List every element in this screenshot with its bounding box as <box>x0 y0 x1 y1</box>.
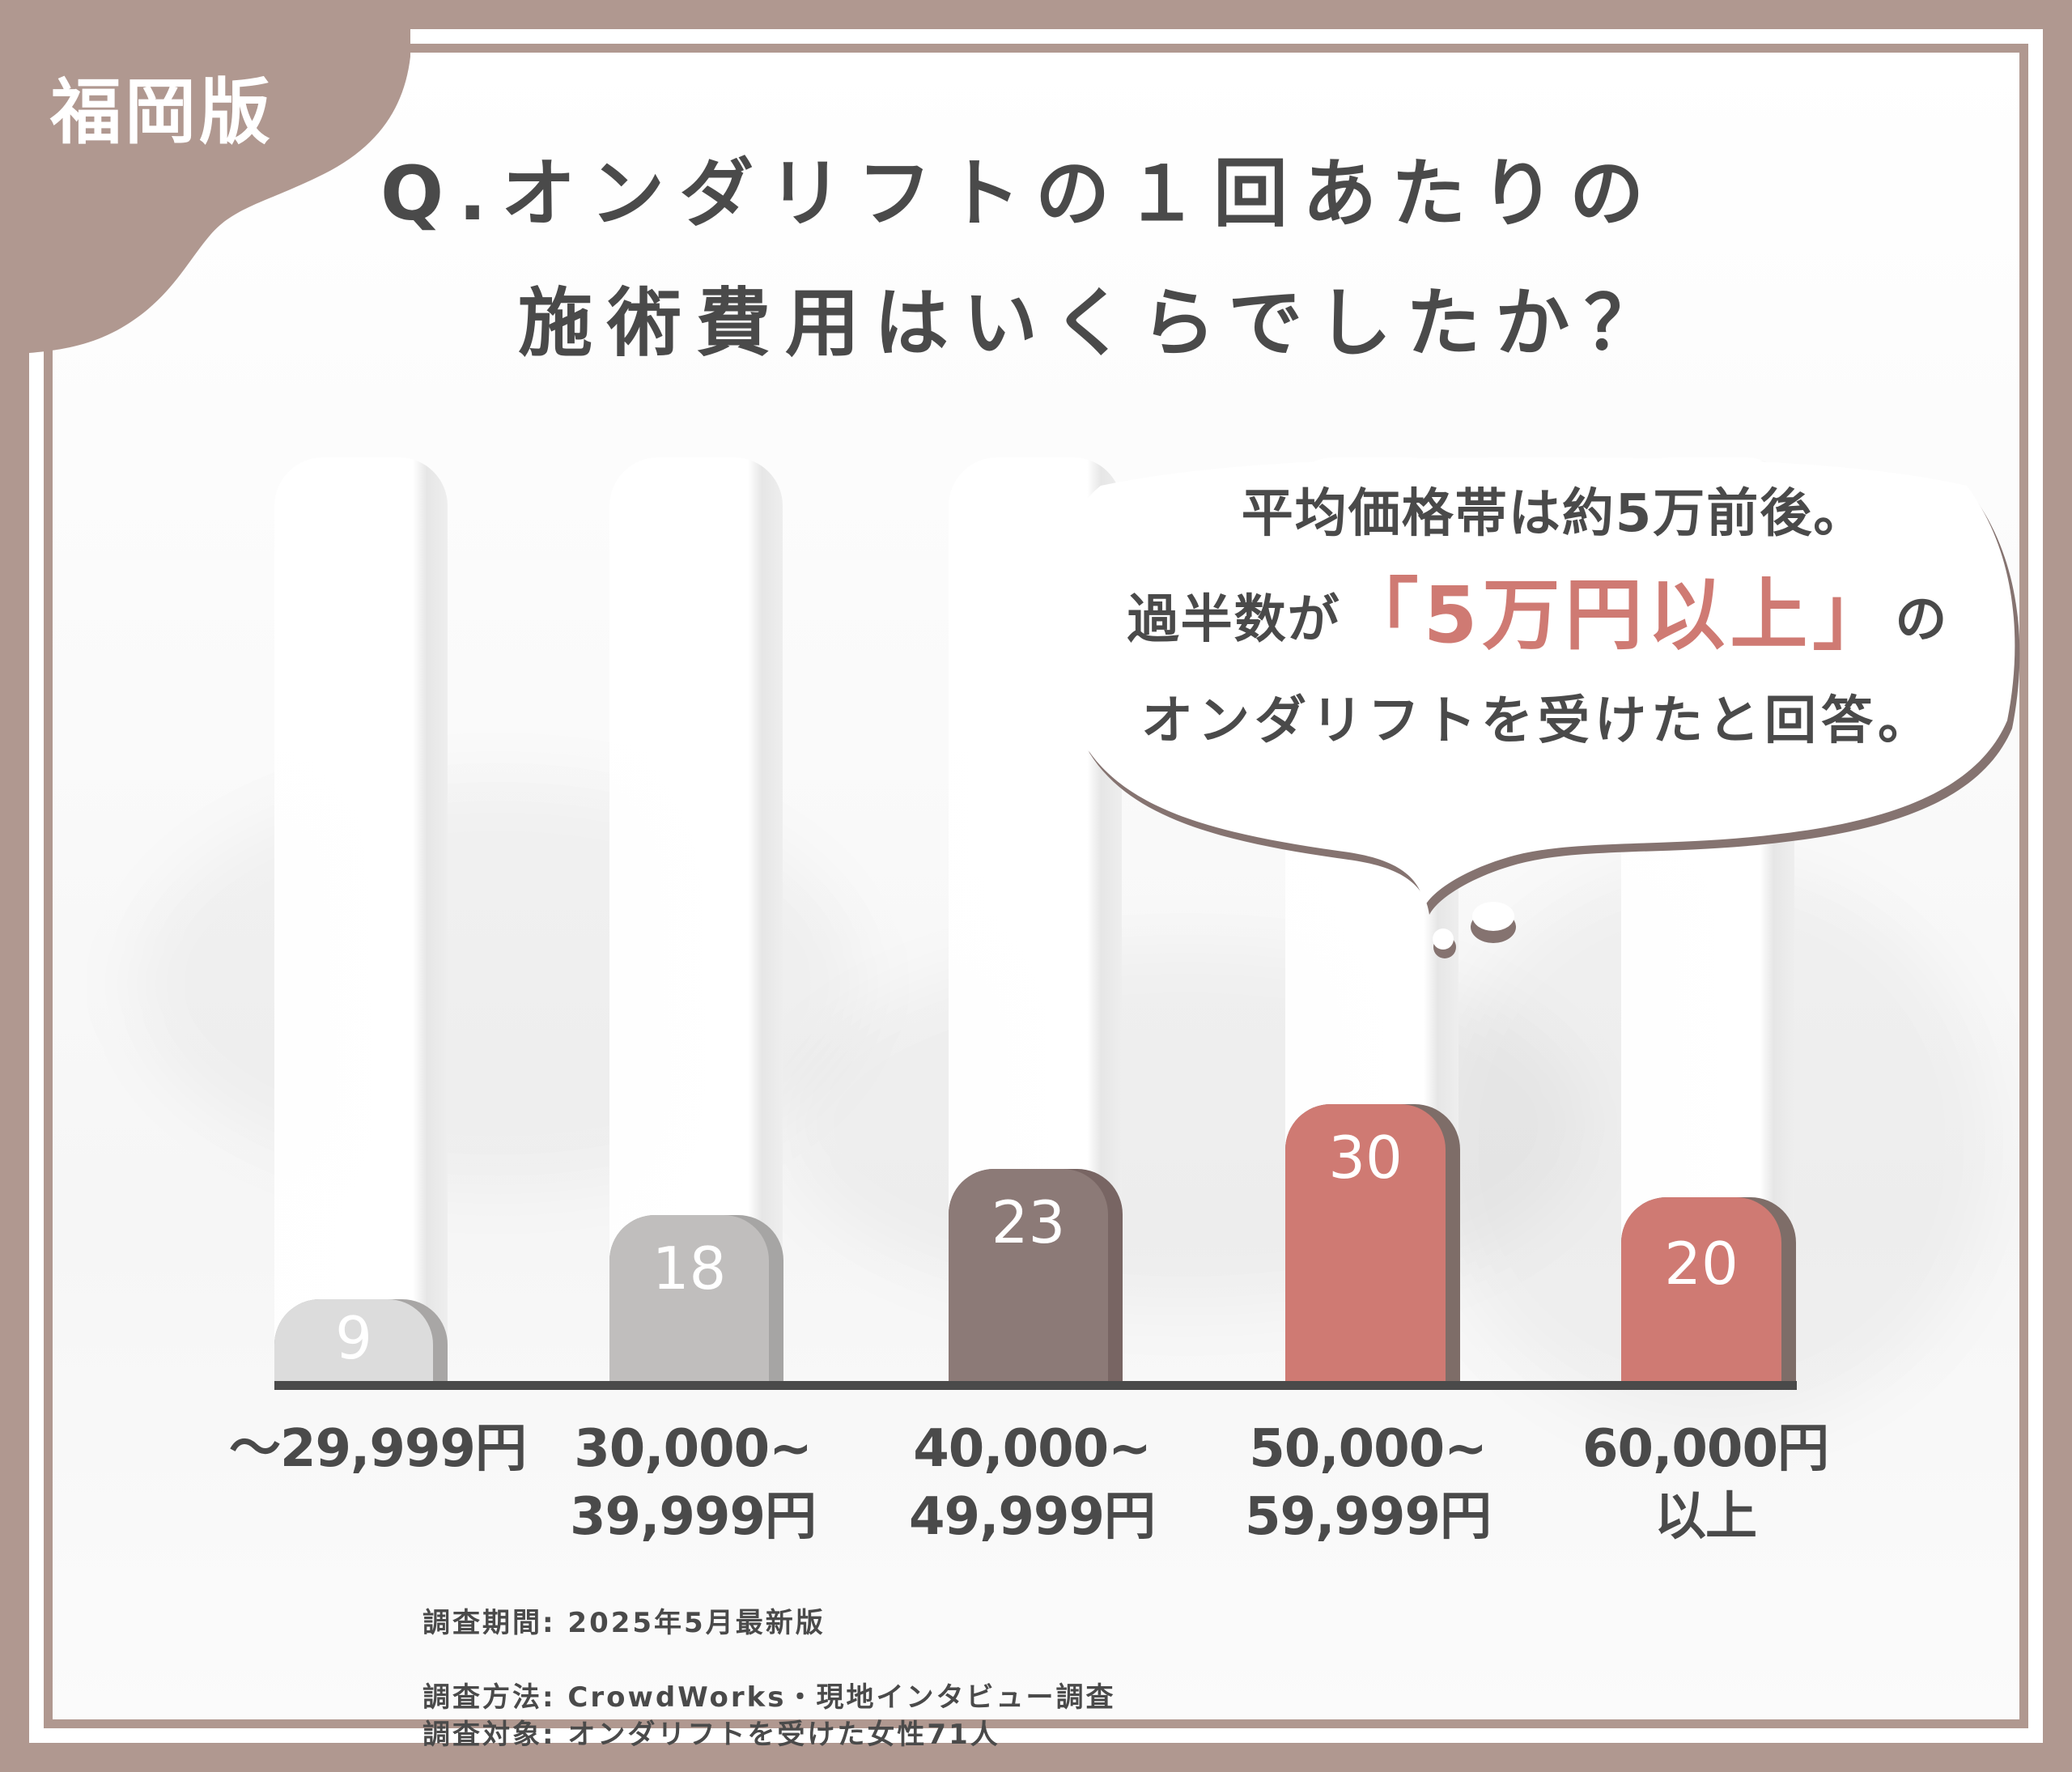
callout-line-2-prefix: 過半数が <box>1127 590 1341 650</box>
x-label-5: 60,000円 以上 <box>1576 1415 1835 1551</box>
callout-highlight: 「5万円以上」 <box>1340 570 1896 661</box>
x-label-3: 40,000~ 49,999円 <box>902 1415 1161 1551</box>
x-label-line: 30,000~ <box>574 1419 813 1479</box>
x-label-line: 50,000~ <box>1249 1419 1488 1479</box>
survey-notes: 調査期間: 2025年5月最新版調査方法: CrowdWorks・現地インタビュ… <box>422 1604 1116 1753</box>
x-label-4: 50,000~ 59,999円 <box>1238 1415 1497 1551</box>
bar-face <box>609 1215 769 1381</box>
callout-line-3: オンダリフトを受けたと回答。 <box>1141 691 1934 751</box>
region-badge: 福岡版 <box>50 70 274 154</box>
bar-face <box>1621 1197 1781 1381</box>
corner-badge-shape <box>0 0 410 356</box>
bar-value: 18 <box>652 1234 727 1302</box>
bar-4: 30 <box>1285 1104 1460 1381</box>
x-label-2: 30,000~ 39,999円 <box>563 1415 822 1551</box>
title-line-1: Q.オンダリフトの１回あたりの <box>380 151 1659 237</box>
bar-face <box>274 1299 433 1381</box>
bar-1: 9 <box>274 1299 448 1381</box>
x-label-line: 60,000円 <box>1582 1419 1829 1479</box>
x-label-line: 〜29,999円 <box>229 1419 527 1479</box>
bar-value: 30 <box>1328 1124 1403 1192</box>
callout-line-2: 過半数が「5万円以上」の <box>1085 555 1991 681</box>
survey-line-1: 調査期間: 2025年5月最新版調査方法: CrowdWorks・現地インタビュ… <box>422 1604 1116 1716</box>
chart-title: Q.オンダリフトの１回あたりの 施術費用はいくらでしたか？ <box>380 130 1918 389</box>
bar-value: 23 <box>991 1188 1066 1256</box>
x-label-line: 59,999円 <box>1245 1487 1492 1547</box>
bar-face <box>1285 1104 1446 1381</box>
bar-value: 20 <box>1664 1230 1739 1298</box>
callout-line-1: 平均価格帯は約5万前後。 <box>1241 484 1867 544</box>
bar-5: 20 <box>1621 1197 1796 1381</box>
callout-text: 平均価格帯は約5万前後。 過半数が「5万円以上」の オンダリフトを受けたと回答。 <box>1085 474 1991 762</box>
title-line-2: 施術費用はいくらでしたか？ <box>518 280 1674 367</box>
survey-period: 調査期間: 2025年5月最新版 <box>422 1607 826 1639</box>
x-label-line: 40,000~ <box>913 1419 1152 1479</box>
callout-line-2-suffix: の <box>1895 590 1949 650</box>
speech-bubble <box>1064 457 2020 958</box>
x-label-line: 以上 <box>1654 1487 1757 1547</box>
bar-value: 9 <box>335 1304 372 1372</box>
bar-2: 18 <box>609 1215 783 1381</box>
bar-3: 23 <box>949 1169 1123 1381</box>
x-label-1: 〜29,999円 <box>229 1415 527 1483</box>
survey-target: 調査対象: オンダリフトを受けた女性71人 <box>422 1719 1000 1751</box>
x-label-line: 39,999円 <box>570 1487 817 1547</box>
bar-face <box>949 1169 1108 1381</box>
background-pillar <box>274 457 448 1382</box>
x-axis-line <box>274 1381 1797 1390</box>
x-label-line: 49,999円 <box>909 1487 1156 1547</box>
survey-method: 調査方法: CrowdWorks・現地インタビュー調査 <box>422 1681 1116 1714</box>
